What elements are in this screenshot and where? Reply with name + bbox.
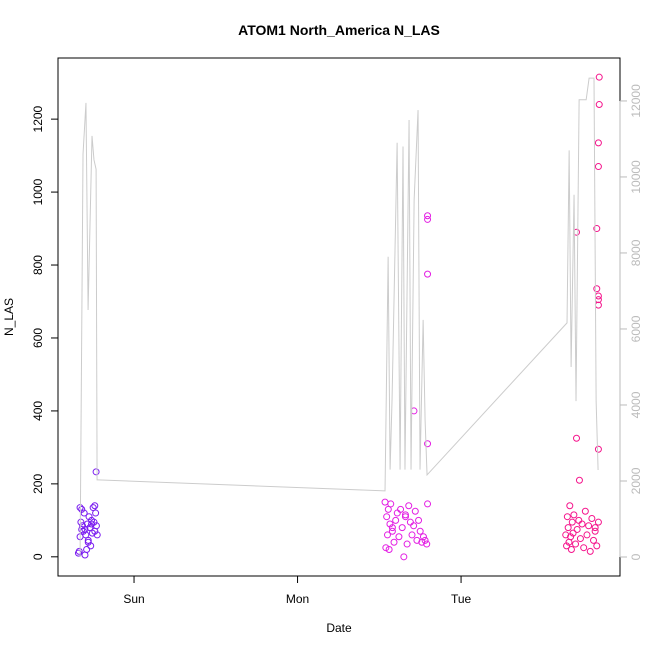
point <box>401 513 409 521</box>
point <box>575 476 583 484</box>
point <box>585 522 593 530</box>
point <box>92 509 100 517</box>
point <box>591 524 599 532</box>
y-tick-label: 800 <box>31 255 45 275</box>
point <box>593 225 601 233</box>
point <box>395 533 403 541</box>
point <box>411 507 419 515</box>
y-axis-label: N_LAS <box>2 298 16 336</box>
point <box>416 527 424 535</box>
point <box>77 518 85 526</box>
y-tick-label: 0 <box>31 553 45 560</box>
point <box>594 139 602 147</box>
point <box>580 544 588 552</box>
point <box>595 101 603 109</box>
point <box>572 540 580 548</box>
point <box>576 535 584 543</box>
point <box>594 163 602 171</box>
point <box>591 527 599 535</box>
point <box>590 536 598 544</box>
point <box>595 73 603 81</box>
y2-tick-label: 8000 <box>629 239 643 266</box>
point <box>397 505 405 513</box>
point <box>424 212 432 220</box>
point <box>390 538 398 546</box>
point <box>413 536 421 544</box>
y2-tick-label: 6000 <box>629 315 643 342</box>
point <box>388 524 396 532</box>
point <box>401 511 409 519</box>
point <box>410 522 418 530</box>
y-tick-label: 600 <box>31 328 45 348</box>
point <box>569 529 577 537</box>
point <box>400 553 408 561</box>
point <box>91 502 99 510</box>
point <box>383 531 391 539</box>
point <box>403 540 411 548</box>
point <box>424 270 432 278</box>
point <box>586 547 594 555</box>
point <box>573 434 581 442</box>
y-tick-label: 1200 <box>31 105 45 132</box>
point <box>588 515 596 523</box>
y2-tick-label: 12000 <box>629 84 643 118</box>
point <box>92 522 100 530</box>
point <box>581 507 589 515</box>
x-tick-label: Mon <box>286 592 309 606</box>
x-axis-label: Date <box>326 621 352 635</box>
point <box>423 540 431 548</box>
y2-tick-label: 2000 <box>629 467 643 494</box>
x-tick-label: Sun <box>123 592 144 606</box>
point <box>583 531 591 539</box>
point <box>566 502 574 510</box>
point <box>408 531 416 539</box>
point <box>424 440 432 448</box>
point <box>80 509 88 517</box>
point <box>92 468 100 476</box>
point <box>383 513 391 521</box>
point <box>594 445 602 453</box>
point <box>594 518 602 526</box>
point <box>424 500 432 508</box>
y2-tick-label: 0 <box>629 553 643 560</box>
point <box>398 524 406 532</box>
chart-title: ATOM1 North_America N_LAS <box>238 22 440 38</box>
point <box>562 531 570 539</box>
point <box>84 536 92 544</box>
y2-tick-label: 4000 <box>629 391 643 418</box>
point <box>88 520 96 528</box>
point <box>567 546 575 554</box>
y-tick-label: 400 <box>31 401 45 421</box>
point <box>593 542 601 550</box>
point <box>388 527 396 535</box>
point <box>421 536 429 544</box>
point <box>93 531 101 539</box>
point <box>419 533 427 541</box>
y-tick-label: 200 <box>31 474 45 494</box>
point <box>424 215 432 223</box>
point <box>392 516 400 524</box>
point <box>573 525 581 533</box>
point <box>385 546 393 554</box>
point <box>415 516 423 524</box>
point <box>81 551 89 559</box>
point <box>78 525 86 533</box>
point <box>568 518 576 526</box>
point <box>570 511 578 519</box>
x-tick-label: Tue <box>451 592 472 606</box>
point <box>563 513 571 521</box>
point <box>578 520 586 528</box>
point <box>564 524 572 532</box>
point <box>593 285 601 293</box>
point <box>387 500 395 508</box>
point <box>75 547 83 555</box>
point <box>405 502 413 510</box>
y2-tick-label: 10000 <box>629 160 643 194</box>
y-tick-label: 1000 <box>31 178 45 205</box>
